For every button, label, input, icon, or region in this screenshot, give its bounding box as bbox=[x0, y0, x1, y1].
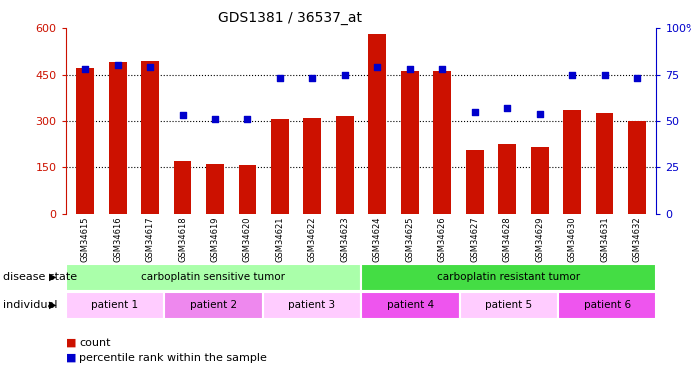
Point bbox=[534, 111, 545, 117]
Point bbox=[144, 64, 155, 70]
Bar bbox=[563, 110, 581, 214]
Text: individual: individual bbox=[3, 300, 58, 310]
Point bbox=[209, 116, 220, 122]
Text: patient 6: patient 6 bbox=[584, 300, 631, 310]
Bar bbox=[596, 113, 614, 214]
Text: ■: ■ bbox=[66, 338, 76, 348]
Bar bbox=[141, 61, 159, 214]
Point bbox=[437, 66, 448, 72]
Text: carboplatin resistant tumor: carboplatin resistant tumor bbox=[437, 272, 580, 282]
Text: patient 4: patient 4 bbox=[387, 300, 434, 310]
Point bbox=[274, 75, 285, 81]
Bar bbox=[271, 119, 289, 214]
Bar bbox=[206, 164, 224, 214]
Bar bbox=[531, 147, 549, 214]
Point bbox=[242, 116, 253, 122]
Bar bbox=[558, 292, 656, 319]
Text: percentile rank within the sample: percentile rank within the sample bbox=[79, 353, 267, 363]
Bar bbox=[361, 264, 656, 291]
Text: ■: ■ bbox=[66, 353, 76, 363]
Text: carboplatin sensitive tumor: carboplatin sensitive tumor bbox=[142, 272, 285, 282]
Bar bbox=[433, 71, 451, 214]
Point bbox=[79, 66, 91, 72]
Point bbox=[599, 72, 610, 78]
Text: patient 2: patient 2 bbox=[190, 300, 237, 310]
Bar bbox=[460, 292, 558, 319]
Bar bbox=[368, 34, 386, 214]
Bar bbox=[173, 161, 191, 214]
Bar bbox=[336, 116, 354, 214]
Text: patient 5: patient 5 bbox=[485, 300, 532, 310]
Point bbox=[404, 66, 415, 72]
Text: ▶: ▶ bbox=[49, 272, 57, 282]
Bar bbox=[238, 165, 256, 214]
Point bbox=[372, 64, 383, 70]
Bar bbox=[66, 264, 361, 291]
Point bbox=[469, 109, 480, 115]
Point bbox=[339, 72, 350, 78]
Bar bbox=[108, 62, 126, 214]
Text: count: count bbox=[79, 338, 111, 348]
Bar bbox=[466, 150, 484, 214]
Text: GDS1381 / 36537_at: GDS1381 / 36537_at bbox=[218, 11, 362, 25]
Point bbox=[307, 75, 318, 81]
Text: patient 1: patient 1 bbox=[91, 300, 138, 310]
Bar bbox=[401, 71, 419, 214]
Bar bbox=[66, 292, 164, 319]
Bar bbox=[76, 68, 94, 214]
Bar bbox=[361, 292, 460, 319]
Bar bbox=[263, 292, 361, 319]
Point bbox=[632, 75, 643, 81]
Point bbox=[112, 62, 123, 68]
Text: disease state: disease state bbox=[3, 272, 77, 282]
Point bbox=[177, 112, 188, 118]
Text: ▶: ▶ bbox=[49, 300, 57, 310]
Text: patient 3: patient 3 bbox=[288, 300, 335, 310]
Point bbox=[502, 105, 513, 111]
Bar bbox=[628, 121, 646, 214]
Point bbox=[567, 72, 578, 78]
Bar bbox=[164, 292, 263, 319]
Bar bbox=[498, 144, 516, 214]
Bar bbox=[303, 118, 321, 214]
